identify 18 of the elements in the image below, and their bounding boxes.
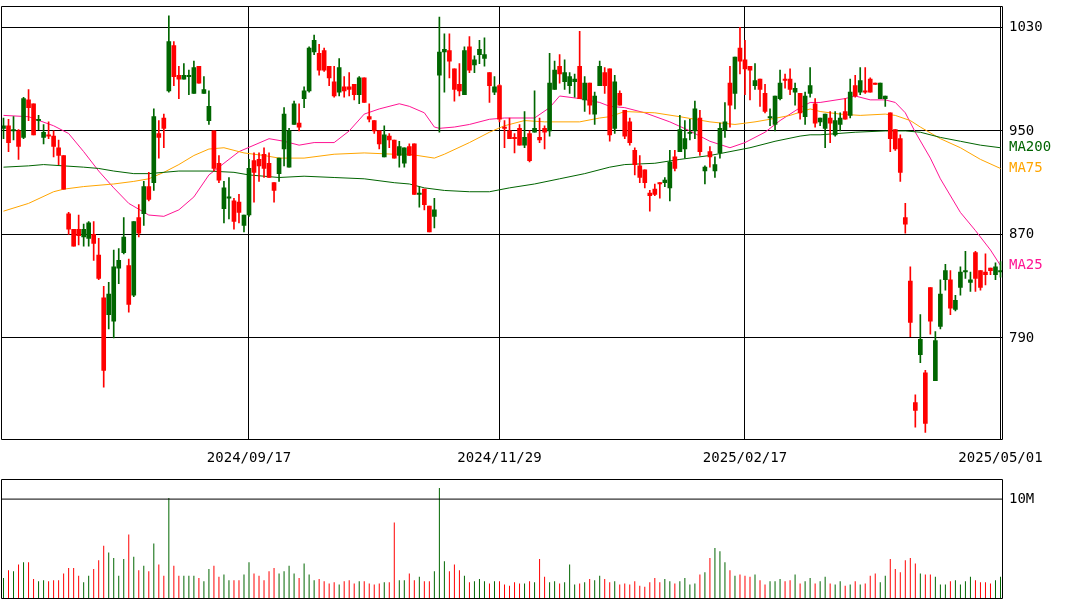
x-tick-label: 2024/09/17 xyxy=(206,449,292,466)
y-tick-label: 950 xyxy=(1009,121,1035,138)
series-label: MA200 xyxy=(1009,138,1052,155)
candlestick xyxy=(902,203,908,234)
y-tick-label: 790 xyxy=(1009,328,1035,345)
y-tick-label: 870 xyxy=(1009,225,1035,242)
series-label: MA25 xyxy=(1009,256,1043,273)
x-tick-label: 2024/11/29 xyxy=(457,449,542,466)
x-tick-label: 2025/05/01 xyxy=(958,449,1043,466)
candlestick xyxy=(647,190,653,212)
y-tick-label: 1030 xyxy=(1009,18,1043,35)
candlestick xyxy=(156,120,162,159)
ref-line-label: 10M xyxy=(1009,489,1035,506)
x-tick-label: 2025/02/17 xyxy=(702,449,788,466)
series-label: MA75 xyxy=(1009,159,1043,176)
candlestick xyxy=(201,76,207,94)
candlestick xyxy=(657,182,663,199)
candlestick xyxy=(366,103,372,123)
